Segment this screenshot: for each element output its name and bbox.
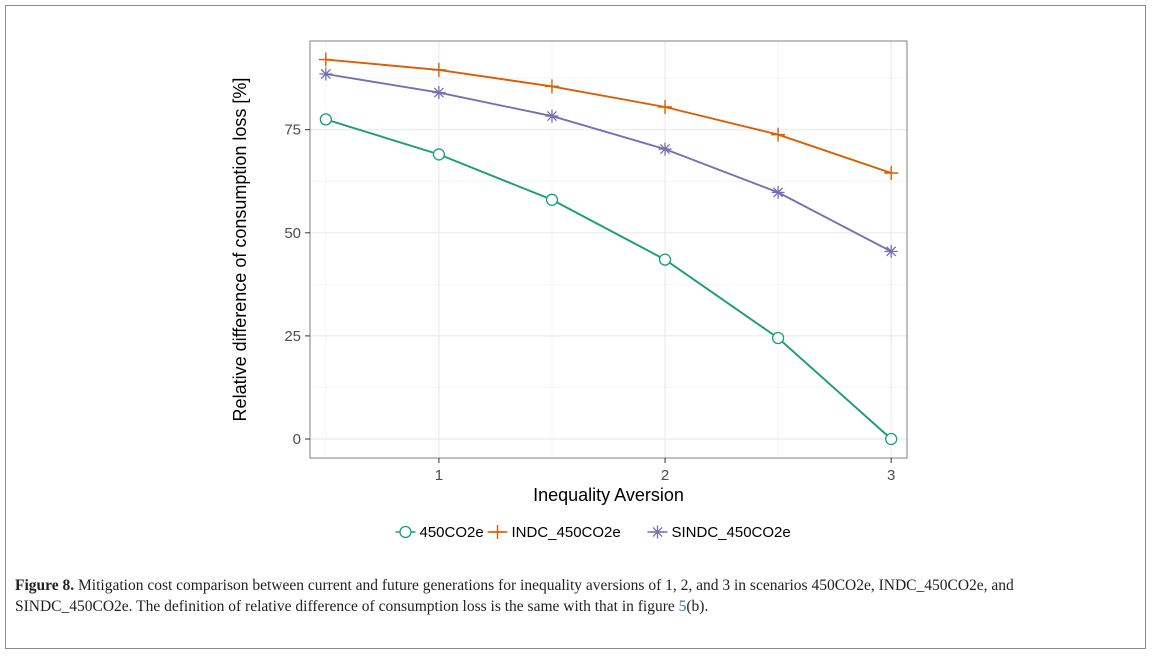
data-point-450co2e — [885, 432, 898, 446]
data-point-sindc-450co2e — [771, 185, 785, 199]
legend-label-indc-450co2e: INDC_450CO2e — [512, 524, 621, 541]
figure-caption: Figure 8. Mitigation cost comparison bet… — [15, 575, 1130, 617]
data-point-indc-450co2e — [544, 79, 559, 94]
data-point-450co2e — [545, 193, 559, 206]
caption-label: Figure 8. — [15, 577, 75, 594]
axes: 1 2 3 0 25 50 75 — [284, 122, 895, 484]
series-sindc-450co2e — [319, 67, 898, 258]
data-point-indc-450co2e — [771, 127, 786, 142]
y-tick-label: 50 — [284, 225, 301, 242]
x-tick-label: 2 — [661, 467, 669, 484]
series-line-450co2e — [325, 118, 892, 440]
data-point-450co2e — [319, 113, 332, 126]
series-450co2e — [319, 113, 898, 446]
y-tick-label: 75 — [284, 122, 301, 139]
legend-key-marker — [651, 525, 664, 539]
data-point-450co2e — [771, 331, 785, 345]
y-tick-label: 0 — [293, 431, 301, 448]
series-line-indc-450co2e — [325, 58, 892, 174]
data-point-sindc-450co2e — [658, 142, 672, 156]
data-point-indc-450co2e — [884, 165, 899, 180]
plot-panel-border — [309, 40, 908, 459]
data-point-450co2e — [432, 148, 446, 161]
data-point-sindc-450co2e — [545, 109, 559, 123]
grid — [310, 41, 907, 458]
data-point-indc-450co2e — [658, 99, 673, 114]
y-axis-title: Relative difference of consumption loss … — [230, 78, 250, 422]
data-point-indc-450co2e — [318, 52, 333, 67]
figure-frame — [5, 5, 1146, 649]
legend-item-450co2e: 450CO2e — [395, 524, 484, 541]
data-point-450co2e — [658, 253, 672, 266]
caption-tail: (b). — [686, 598, 709, 615]
series-indc-450co2e — [318, 52, 899, 180]
legend-item-indc-450co2e: INDC_450CO2e — [487, 524, 621, 541]
x-tick-label: 1 — [435, 467, 443, 484]
legend-key-marker — [490, 525, 505, 539]
data-point-indc-450co2e — [431, 62, 446, 77]
series — [318, 52, 899, 446]
line-chart: 1 2 3 0 25 50 75 Inequality Aversion Relative … — [230, 40, 908, 541]
legend-label-sindc-450co2e: SINDC_450CO2e — [672, 524, 791, 541]
data-point-sindc-450co2e — [884, 244, 898, 258]
caption-figure-link[interactable]: 5 — [678, 598, 687, 615]
data-point-sindc-450co2e — [432, 86, 446, 100]
y-tick-label: 25 — [284, 328, 301, 345]
legend: 450CO2e INDC_450CO2e SINDC_450CO2e — [395, 524, 791, 541]
data-point-sindc-450co2e — [319, 67, 333, 81]
legend-label-450co2e: 450CO2e — [420, 524, 484, 541]
x-tick-label: 3 — [887, 467, 895, 484]
caption-text: Mitigation cost comparison between curre… — [15, 577, 1014, 615]
legend-key-marker — [399, 525, 412, 539]
series-line-sindc-450co2e — [325, 73, 892, 253]
legend-item-sindc-450co2e: SINDC_450CO2e — [647, 524, 791, 541]
x-axis-title: Inequality Aversion — [533, 485, 684, 505]
